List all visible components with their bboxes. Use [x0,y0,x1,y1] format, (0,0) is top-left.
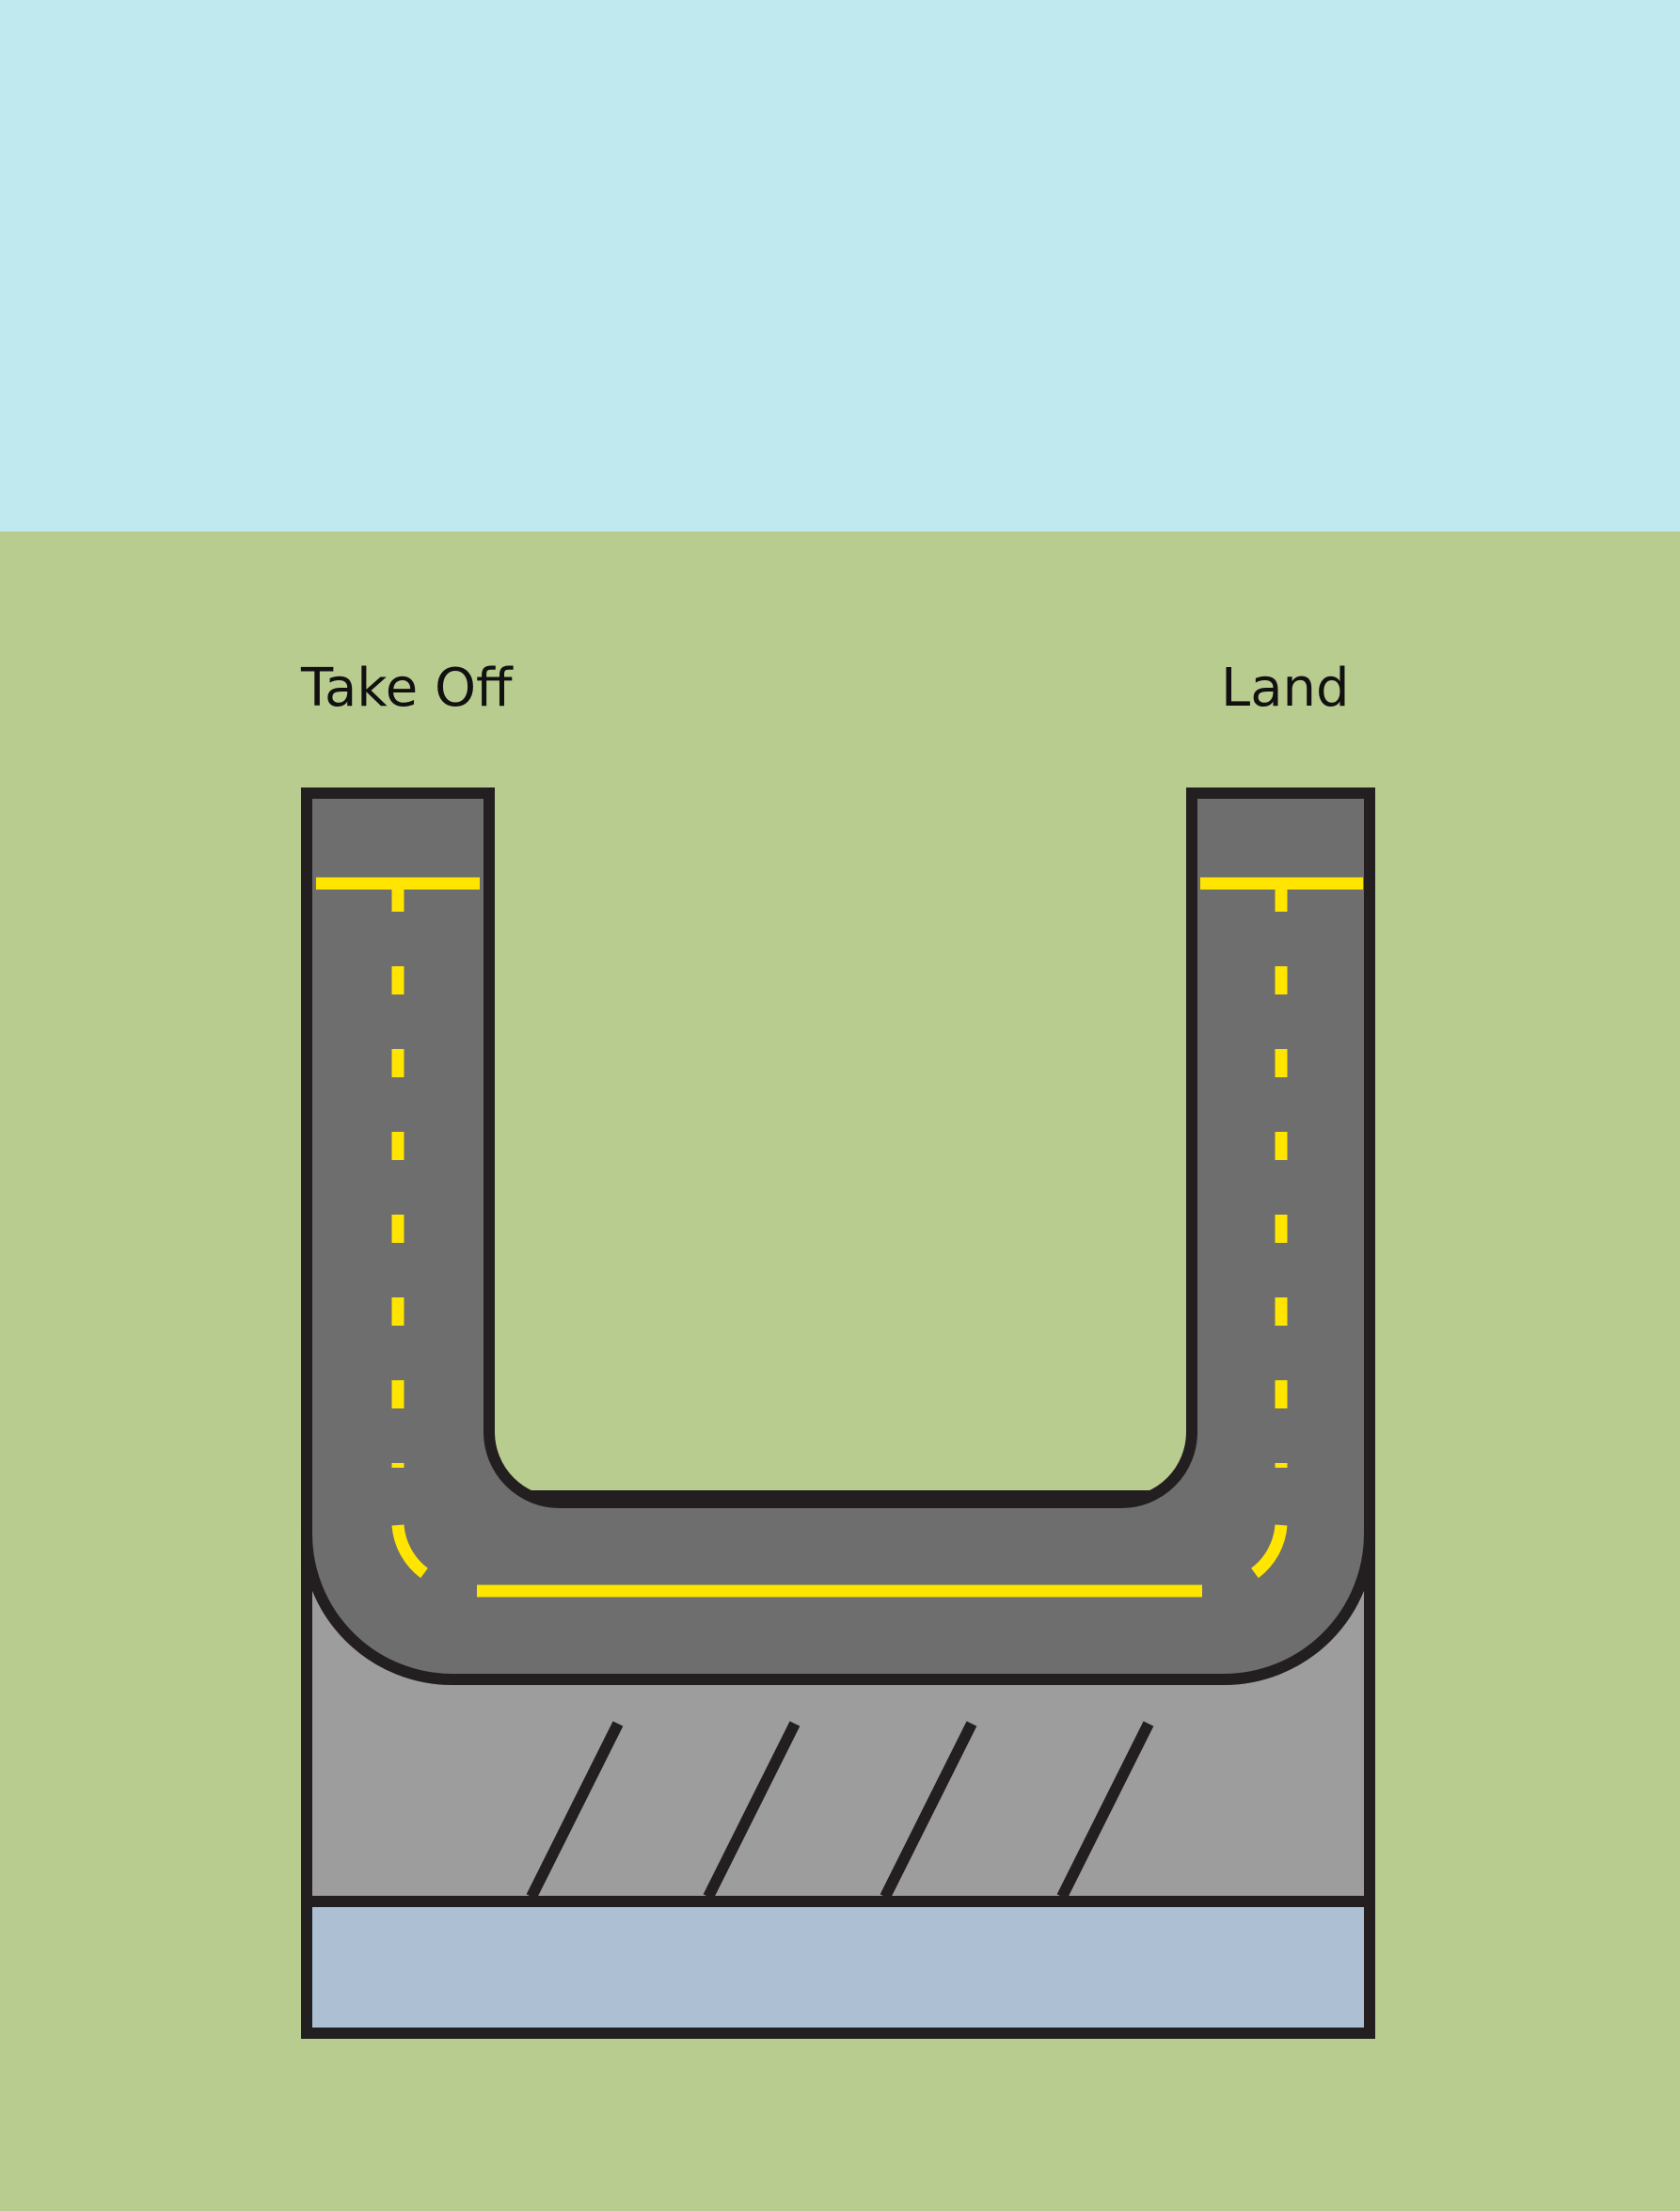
sky [0,0,1680,532]
parking-stripe [1056,1721,1154,1900]
parking-stripes [526,1721,1154,1900]
land-turn-marking [1250,1524,1288,1579]
takeoff-turn-marking [391,1524,429,1579]
terminal-building [301,1896,1375,2039]
parking-stripe [880,1721,977,1900]
parking-stripe [526,1721,624,1900]
parking-stripe [703,1721,800,1900]
land-label: Land [1221,658,1350,719]
runway-markings [316,877,1363,1598]
take-off-label: Take Off [301,658,513,719]
